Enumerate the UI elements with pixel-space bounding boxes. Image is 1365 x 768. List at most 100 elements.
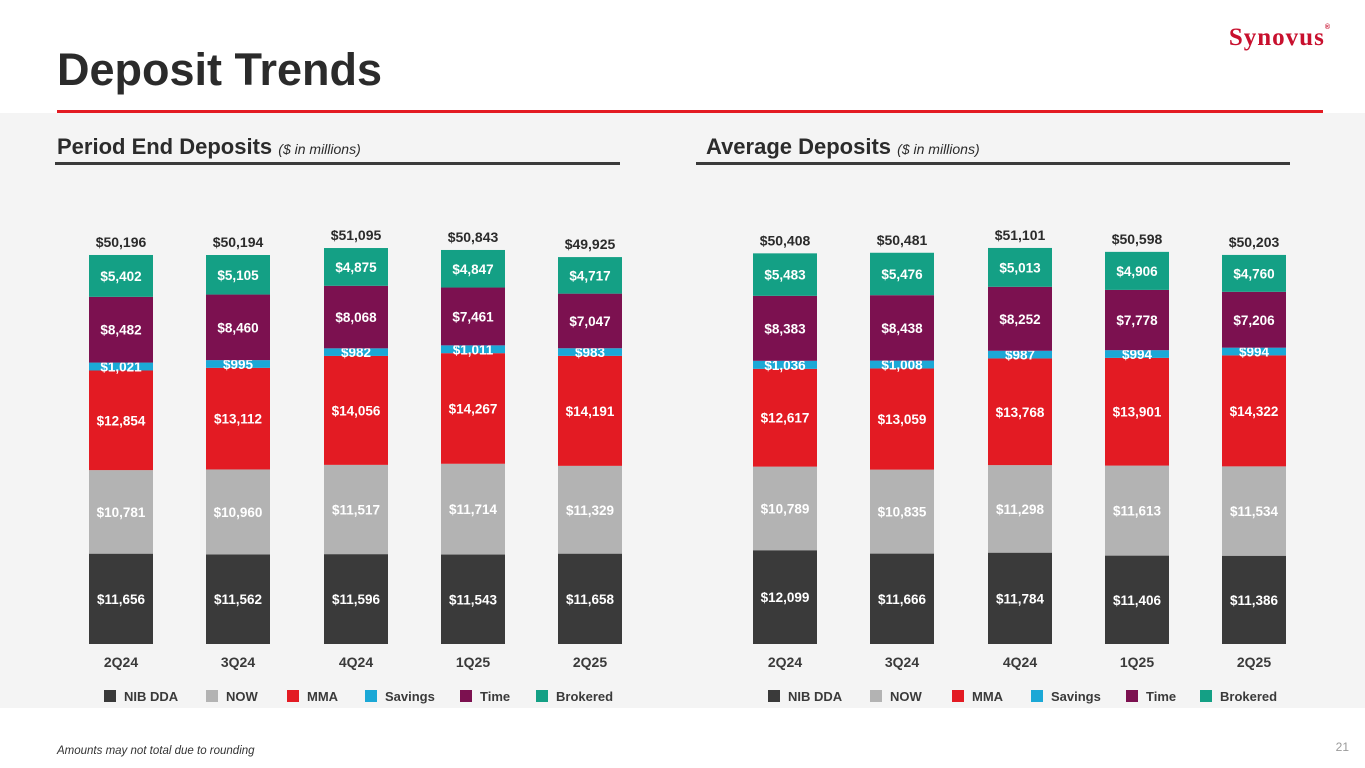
period-end-bar-1q25-brokered: [441, 249, 505, 288]
average-bar-3q24-time: [870, 295, 934, 361]
average-legend-label-nib-dda: NIB DDA: [788, 689, 843, 704]
average-total-3q24: $50,481: [877, 232, 928, 248]
average-label-4q24-now: $11,298: [996, 502, 1045, 517]
average-title-text: Average Deposits: [706, 134, 892, 159]
logo-text: Synovus: [1228, 24, 1325, 51]
average-legend-label-mma: MMA: [972, 689, 1004, 704]
average-label-2q24-now: $10,789: [761, 501, 810, 516]
average-bar-4q24-now: [988, 465, 1052, 553]
average-legend-swatch-savings: [1031, 690, 1043, 702]
average-bar-2q24-savings: [753, 360, 817, 369]
period-end-bar-2q24-time: [89, 296, 153, 363]
average-bar-3q24-brokered: [870, 252, 934, 296]
average-label-1q25-nib-dda: $11,406: [1113, 593, 1162, 608]
average-category-3q24: 3Q24: [885, 654, 919, 670]
period-end-bar-3q24-nib-dda: [206, 554, 270, 644]
average-label-4q24-brokered: $5,013: [999, 260, 1041, 275]
period-end-label-1q25-savings: $1,011: [453, 342, 494, 357]
average-bar-3q24-mma: [870, 368, 934, 470]
period-end-label-2q25-savings: $983: [575, 345, 606, 360]
period-end-title-text: Period End Deposits: [57, 134, 273, 159]
period-end-label-3q24-nib-dda: $11,562: [214, 592, 262, 607]
average-bar-1q25-brokered: [1105, 251, 1169, 290]
average-bar-1q25-time: [1105, 289, 1169, 351]
period-end-label-3q24-time: $8,460: [217, 320, 258, 335]
average-label-4q24-savings: $987: [1005, 348, 1035, 363]
period-end-underline: [55, 162, 620, 165]
average-label-2q25-nib-dda: $11,386: [1230, 593, 1279, 608]
period-end-bar-2q25-savings: [558, 348, 622, 356]
average-bar-1q25-nib-dda: [1105, 555, 1169, 644]
period-end-bar-3q24-mma: [206, 367, 270, 470]
period-end-legend-swatch-time: [460, 690, 472, 702]
average-title: Average Deposits ($ in millions): [706, 134, 980, 160]
period-end-legend-label-mma: MMA: [307, 689, 339, 704]
period-end-label-2q24-savings: $1,021: [100, 360, 142, 375]
average-label-2q25-brokered: $4,760: [1233, 266, 1274, 281]
period-end-bar-3q24-time: [206, 294, 270, 361]
period-end-bar-3q24-now: [206, 469, 270, 555]
average-label-4q24-nib-dda: $11,784: [996, 591, 1045, 606]
period-end-legend-swatch-now: [206, 690, 218, 702]
period-end-label-4q24-savings: $982: [341, 345, 371, 360]
average-legend-swatch-now: [870, 690, 882, 702]
period-end-label-1q25-nib-dda: $11,543: [449, 592, 498, 607]
period-end-label-4q24-now: $11,517: [332, 503, 380, 518]
average-legend-label-brokered: Brokered: [1220, 689, 1277, 704]
period-end-bar-1q25-time: [441, 287, 505, 346]
average-category-2q24: 2Q24: [768, 654, 802, 670]
period-end-bar-4q24-savings: [324, 348, 388, 356]
period-end-legend-swatch-nib-dda: [104, 690, 116, 702]
period-end-legend-label-time: Time: [480, 689, 510, 704]
period-end-bar-2q24-mma: [89, 370, 153, 471]
period-end-total-4q24: $51,095: [331, 227, 382, 243]
average-label-3q24-brokered: $5,476: [881, 267, 923, 282]
period-end-bar-2q25-now: [558, 465, 622, 554]
average-label-2q24-nib-dda: $12,099: [761, 590, 810, 605]
average-category-1q25: 1Q25: [1120, 654, 1154, 670]
average-bar-2q25-now: [1222, 466, 1286, 556]
average-bar-2q25-brokered: [1222, 254, 1286, 292]
period-end-label-3q24-now: $10,960: [214, 505, 263, 520]
period-end-legend-label-now: NOW: [226, 689, 259, 704]
rounding-footnote: Amounts may not total due to rounding: [57, 745, 255, 757]
average-bar-2q25-time: [1222, 291, 1286, 348]
period-end-legend-swatch-brokered: [536, 690, 548, 702]
average-legend-label-now: NOW: [890, 689, 923, 704]
average-bar-2q25-mma: [1222, 355, 1286, 467]
period-end-bar-4q24-time: [324, 285, 388, 349]
period-end-bar-4q24-now: [324, 464, 388, 555]
page-number: 21: [1335, 740, 1349, 754]
average-label-2q24-mma: $12,617: [761, 411, 810, 426]
average-legend-swatch-time: [1126, 690, 1138, 702]
period-end-bar-1q25-savings: [441, 345, 505, 354]
period-end-bar-4q24-nib-dda: [324, 554, 388, 644]
period-end-label-1q25-now: $11,714: [449, 502, 498, 517]
average-bar-3q24-nib-dda: [870, 553, 934, 644]
period-end-bar-2q25-brokered: [558, 257, 622, 294]
average-underline: [696, 162, 1290, 165]
period-end-label-3q24-savings: $995: [223, 357, 254, 372]
period-end-total-2q25: $49,925: [565, 236, 616, 252]
period-end-legend-label-savings: Savings: [385, 689, 435, 704]
average-bar-1q25-now: [1105, 465, 1169, 556]
average-bar-1q25-mma: [1105, 357, 1169, 466]
average-legend-label-savings: Savings: [1051, 689, 1101, 704]
average-label-2q25-time: $7,206: [1233, 313, 1275, 328]
average-bar-4q24-nib-dda: [988, 552, 1052, 644]
average-bar-4q24-brokered: [988, 247, 1052, 287]
period-end-label-4q24-time: $8,068: [335, 310, 377, 325]
period-end-bar-2q24-savings: [89, 362, 153, 371]
average-label-3q24-savings: $1,008: [881, 358, 923, 373]
period-end-label-4q24-nib-dda: $11,596: [332, 592, 381, 607]
period-end-bar-4q24-mma: [324, 355, 388, 465]
period-end-category-3q24: 3Q24: [221, 654, 255, 670]
average-label-1q25-time: $7,778: [1116, 313, 1158, 328]
registered-mark: ®: [1324, 24, 1331, 31]
average-label-2q25-mma: $14,322: [1230, 404, 1279, 419]
period-end-label-1q25-brokered: $4,847: [452, 262, 493, 277]
period-end-deposits-chart: $11,656 $10,781 $12,854 $1,021 $8,482 $5,402 $…: [89, 227, 622, 704]
average-total-1q25: $50,598: [1112, 231, 1163, 247]
average-label-4q24-time: $8,252: [999, 312, 1040, 327]
